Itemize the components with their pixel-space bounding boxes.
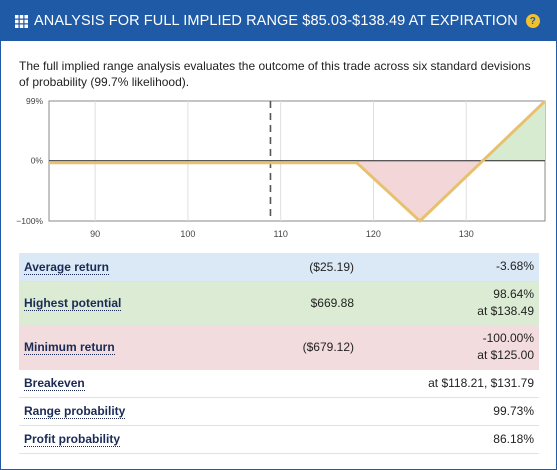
payoff-line [49,100,547,223]
profit-area [482,101,545,161]
row-value: ($25.19) [309,259,354,274]
y-tick-label: 99% [26,97,43,106]
y-tick-label: −100% [16,216,43,226]
row-label-link[interactable]: Highest potential [24,296,122,311]
row-detail: 98.64% at $138.49 [359,281,539,325]
row-label-cell: Profit probability [19,425,229,453]
table-row: Range probability 99.73% [19,397,539,425]
panel-header: ANALYSIS FOR FULL IMPLIED RANGE $85.03-$… [1,1,556,41]
loss-area [356,160,483,221]
question-circle-icon[interactable]: ? [525,14,540,28]
row-label-cell: Highest potential [19,281,229,325]
row-detail: 86.18% [359,425,539,453]
table-row: Breakeven at $118.21, $131.79 [19,369,539,397]
grid-icon [15,14,28,28]
row-detail-secondary: at $125.00 [477,348,534,362]
stats-table: Average return ($25.19) -3.68% Highest pote… [19,253,539,454]
row-value [229,425,359,453]
row-detail: at $118.21, $131.79 [359,369,539,397]
row-detail: -100.00% at $125.00 [359,325,539,369]
row-value [229,369,359,397]
panel-title: ANALYSIS FOR FULL IMPLIED RANGE $85.03-$… [34,13,518,29]
table-row: Highest potential $669.88 98.64% at $138.49 [19,281,539,325]
row-detail: -3.68% [359,253,539,281]
payoff-chart: 99% 0% −100% 90 100 110 120 130 [16,97,547,239]
description-text: The full implied range analysis evaluate… [19,59,531,89]
row-label-link[interactable]: Profit probability [24,432,120,447]
row-label-link[interactable]: Breakeven [24,376,85,391]
table-row: Minimum return ($679.12) -100.00% at $125.0… [19,325,539,369]
x-tick-label: 110 [273,229,287,239]
x-tick-label: 90 [90,229,100,239]
row-label-cell: Breakeven [19,369,229,397]
row-label-cell: Average return [19,253,229,281]
row-detail-primary: -3.68% [495,259,534,274]
row-value: $669.88 [310,296,354,310]
row-detail-primary: -100.00% [482,331,534,345]
row-detail-secondary: at $138.49 [477,304,534,318]
row-label-cell: Range probability [19,397,229,425]
table-row: Profit probability 86.18% [19,425,539,453]
row-label-link[interactable]: Minimum return [24,340,115,355]
y-tick-label: 0% [31,156,44,166]
row-detail-primary: 99.73% [493,403,534,418]
row-detail-primary: at $118.21, $131.79 [428,375,534,390]
row-label-link[interactable]: Range probability [24,404,126,419]
row-detail: 99.73% [359,397,539,425]
row-detail-primary: 98.64% [493,287,534,301]
row-value: ($679.12) [302,340,354,354]
x-tick-label: 100 [180,229,195,239]
row-detail-primary: 86.18% [493,431,534,446]
row-value [229,397,359,425]
table-row: Average return ($25.19) -3.68% [19,253,539,281]
row-label-link[interactable]: Average return [24,259,109,275]
x-tick-label: 130 [459,229,474,239]
x-tick-label: 120 [366,229,381,239]
row-label-cell: Minimum return [19,325,229,369]
